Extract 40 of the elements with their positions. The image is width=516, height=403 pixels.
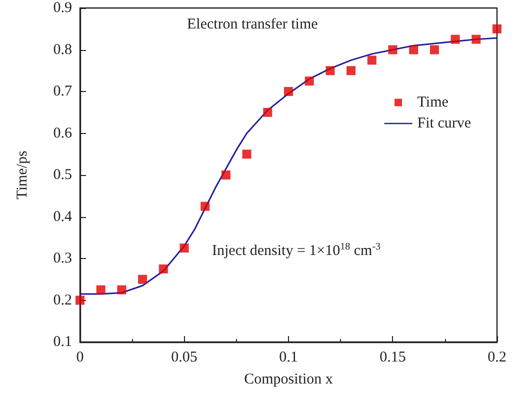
y-tick-label: 0.1 [53, 334, 72, 350]
point [263, 108, 272, 117]
x-tick-label: 0.15 [380, 350, 406, 366]
point [180, 244, 189, 253]
point [242, 150, 252, 159]
x-tick-label: 0 [76, 350, 84, 366]
point [388, 45, 398, 54]
x-tick-label: 0.1 [279, 350, 298, 366]
point [117, 285, 126, 294]
y-tick-label: 0.6 [53, 125, 72, 142]
point [138, 274, 148, 284]
point [284, 87, 293, 96]
point [76, 296, 84, 305]
point [158, 264, 168, 274]
annotation: Electron transfer time [187, 16, 318, 32]
y-tick-label: 0.9 [53, 0, 72, 16]
y-tick-label: 0.7 [53, 84, 72, 100]
point [221, 170, 230, 180]
point [492, 24, 502, 34]
y-tick-label: 0.2 [53, 292, 72, 308]
legend-label: Time [417, 94, 449, 110]
x-axis-title: Composition x [244, 372, 334, 388]
y-tick-label: 0.3 [53, 250, 72, 266]
point [96, 285, 106, 294]
point [472, 34, 481, 44]
point [430, 45, 439, 54]
point [367, 56, 376, 65]
y-tick-label: 0.5 [53, 167, 72, 183]
point [326, 66, 335, 76]
point [450, 34, 460, 44]
point [200, 202, 210, 211]
y-tick-label: 0.8 [53, 42, 72, 58]
point [409, 45, 418, 54]
x-tick-label: 0.2 [488, 350, 506, 366]
y-tick-label: 0.4 [53, 208, 72, 225]
point [346, 66, 356, 76]
legend-label: Fit curve [417, 116, 472, 132]
point [304, 76, 314, 86]
y-axis-title: Time/ps [14, 150, 30, 200]
x-tick-label: 0.05 [171, 350, 198, 366]
